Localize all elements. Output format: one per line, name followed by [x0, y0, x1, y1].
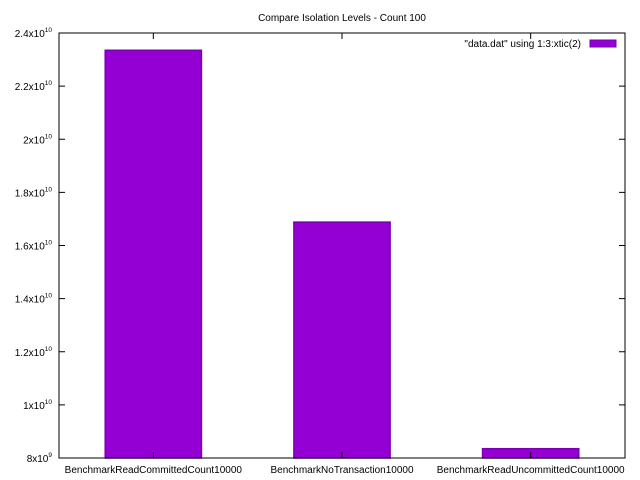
x-tick-label: BenchmarkNoTransaction10000: [270, 465, 413, 476]
y-tick-label: 2x1010: [23, 133, 52, 146]
y-tick-label-exponent: 10: [45, 27, 53, 34]
y-tick-label-base: 1.4x10: [15, 295, 45, 306]
y-tick-label: 2.2x1010: [15, 80, 53, 93]
legend: "data.dat" using 1:3:xtic(2): [464, 39, 617, 50]
y-tick-label: 1.2x1010: [15, 346, 53, 359]
legend-swatch: [589, 39, 617, 48]
x-tick-label: BenchmarkReadCommittedCount10000: [65, 465, 243, 476]
y-tick-label-base: 2x10: [23, 135, 45, 146]
y-tick-label-base: 1.6x10: [15, 242, 45, 253]
y-tick-label-exponent: 10: [45, 240, 53, 247]
x-tick-label: BenchmarkReadUncommittedCount10000: [437, 465, 625, 476]
bar-2: [293, 221, 391, 459]
chart-title: Compare Isolation Levels - Count 100: [258, 13, 426, 24]
bars-layer: [104, 49, 580, 459]
y-tick-label: 1.8x1010: [15, 186, 53, 199]
y-tick-label: 1.6x1010: [15, 240, 53, 253]
y-tick-label-exponent: 10: [45, 133, 53, 140]
y-tick-label-exponent: 10: [45, 293, 53, 300]
y-tick-label: 2.4x1010: [15, 27, 53, 40]
y-tick-label-base: 2.4x10: [15, 29, 45, 40]
legend-label: "data.dat" using 1:3:xtic(2): [464, 39, 581, 50]
y-tick-label-base: 2.2x10: [15, 82, 45, 93]
y-tick-label-exponent: 10: [45, 399, 53, 406]
y-tick-label-base: 8x10: [27, 454, 49, 465]
y-tick-label-base: 1x10: [23, 401, 45, 412]
y-tick-label-exponent: 10: [45, 346, 53, 353]
y-tick-label-exponent: 10: [45, 186, 53, 193]
y-tick-label: 1.4x1010: [15, 293, 53, 306]
y-tick-label-base: 1.2x10: [15, 348, 45, 359]
bar-1: [104, 49, 203, 459]
axes-layer: 8x1091x10101.2x10101.4x10101.6x10101.8x1…: [15, 27, 626, 476]
y-tick-label: 8x109: [27, 452, 53, 465]
y-tick-label: 1x1010: [23, 399, 52, 412]
y-tick-label-exponent: 10: [45, 80, 53, 87]
y-tick-label-base: 1.8x10: [15, 188, 45, 199]
y-tick-label-exponent: 9: [48, 452, 52, 459]
